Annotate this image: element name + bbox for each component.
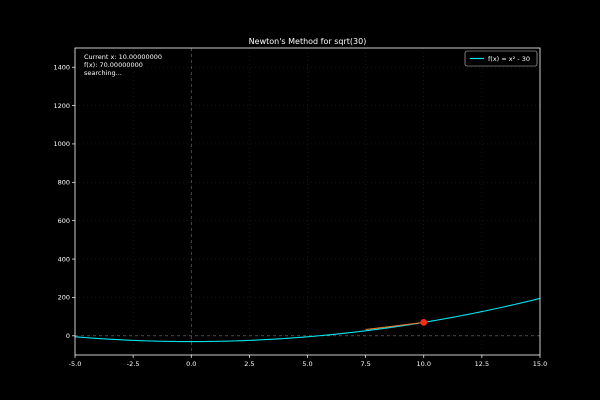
legend: f(x) = x² - 30 [464,50,538,67]
x-tick-label-0: -5.0 [69,360,82,368]
grid-layer [74,48,541,355]
legend-label: f(x) = x² - 30 [488,55,530,63]
x-tick-label-1: -2.5 [127,360,140,368]
x-tick-label-4: 5.0 [302,360,312,368]
x-tick-label-7: 12.5 [475,360,489,368]
y-tick-label-7: 1400 [53,63,70,71]
y-tick-label-3: 600 [58,217,70,225]
x-tick-label-5: 7.5 [360,360,370,368]
current-point-marker [420,318,428,326]
series-line-f [74,297,541,343]
legend-box [464,50,538,67]
series-layer [74,297,541,343]
y-tick-label-4: 800 [58,179,70,187]
annotation-current-x: Current x: 10.00000000 [84,53,162,61]
x-tick-label-2: 0.0 [186,360,196,368]
y-axis-ticks: 0 200 400 600 800 1000 1200 1400 [53,63,75,340]
y-tick-label-6: 1200 [53,102,70,110]
y-tick-label-1: 200 [58,294,70,302]
tangent-line [365,321,424,331]
x-tick-label-8: 15.0 [533,360,547,368]
y-tick-label-2: 400 [58,255,70,263]
status-annotation: Current x: 10.00000000 f(x): 70.00000000… [84,53,162,77]
y-tick-label-0: 0 [66,332,70,340]
y-tick-label-5: 1000 [53,140,70,148]
annotation-fx: f(x): 70.00000000 [84,61,143,69]
chart-title: Newton's Method for sqrt(30) [249,37,367,46]
x-axis-ticks: -5.0 -2.5 0.0 2.5 5.0 7.5 10.0 12.5 15.0 [69,355,547,368]
x-tick-label-6: 10.0 [417,360,431,368]
x-tick-label-3: 2.5 [244,360,254,368]
annotation-status: searching... [84,69,122,77]
